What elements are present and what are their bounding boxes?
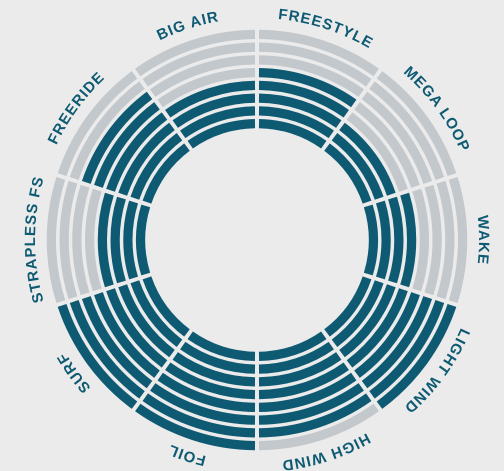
rating-ring bbox=[361, 296, 433, 389]
rating-ring bbox=[57, 303, 138, 409]
track-ring bbox=[57, 71, 138, 177]
segment bbox=[135, 331, 256, 451]
track-ring bbox=[59, 180, 78, 300]
track-ring bbox=[157, 68, 256, 108]
rating-ring bbox=[172, 93, 256, 128]
rating-ring bbox=[324, 276, 372, 337]
rating-ring bbox=[354, 292, 420, 378]
rating-ring bbox=[123, 200, 139, 280]
track-ring bbox=[142, 42, 256, 87]
rating-ring bbox=[165, 362, 256, 400]
rating-ring bbox=[69, 300, 145, 399]
rating-ring bbox=[258, 352, 342, 387]
rating-ring bbox=[258, 106, 334, 139]
rating-ring bbox=[106, 112, 168, 192]
rating-ring bbox=[258, 383, 364, 425]
rating-ring bbox=[324, 143, 372, 204]
rating-ring bbox=[130, 280, 183, 347]
rating-ring bbox=[106, 288, 168, 368]
segment bbox=[57, 71, 190, 204]
rating-ring bbox=[110, 196, 126, 284]
track-ring bbox=[69, 81, 145, 180]
rating-ring bbox=[258, 93, 342, 128]
segment bbox=[324, 71, 457, 204]
track-ring bbox=[376, 71, 457, 177]
track-ring bbox=[150, 55, 256, 97]
rating-ring bbox=[258, 393, 372, 438]
category-label: WAKE bbox=[474, 215, 492, 266]
rating-ring bbox=[150, 383, 256, 425]
rating-ring bbox=[187, 119, 256, 149]
rating-ring bbox=[157, 372, 256, 412]
track-ring bbox=[258, 29, 379, 77]
rating-ring bbox=[165, 80, 256, 118]
rating-ring bbox=[339, 284, 396, 358]
track-ring bbox=[369, 81, 445, 180]
rating-ring bbox=[142, 276, 190, 337]
rating-ring bbox=[258, 80, 349, 118]
rating-ring bbox=[135, 403, 256, 451]
rating-ring bbox=[81, 91, 153, 184]
rating-ring bbox=[118, 284, 175, 358]
segment bbox=[258, 29, 379, 149]
rating-ring bbox=[331, 133, 384, 200]
rating-ring bbox=[142, 393, 256, 438]
category-label-text: WAKE bbox=[474, 215, 491, 266]
rating-ring bbox=[363, 204, 378, 276]
track-ring bbox=[135, 29, 256, 77]
rating-ring bbox=[258, 68, 357, 108]
rating-ring bbox=[258, 362, 349, 400]
track-ring bbox=[354, 102, 420, 188]
rating-ring bbox=[118, 122, 175, 196]
track-ring bbox=[258, 403, 379, 451]
rating-ring bbox=[400, 192, 417, 288]
rating-ring bbox=[388, 196, 404, 284]
rating-ring bbox=[94, 292, 160, 378]
rating-ring bbox=[258, 372, 357, 412]
track-ring bbox=[258, 42, 372, 87]
rating-ring bbox=[376, 303, 457, 409]
rating-ring bbox=[97, 192, 114, 288]
track-ring bbox=[436, 180, 455, 300]
rating-ring bbox=[187, 331, 256, 361]
segment bbox=[57, 276, 190, 409]
rating-ring bbox=[258, 341, 334, 374]
segment bbox=[324, 276, 457, 409]
rating-ring bbox=[258, 331, 327, 361]
track-ring bbox=[448, 176, 468, 304]
segment bbox=[258, 331, 379, 451]
rating-ring bbox=[346, 288, 408, 368]
segment bbox=[46, 176, 151, 304]
rating-ring bbox=[258, 119, 327, 149]
rating-ring bbox=[339, 122, 396, 196]
track-ring bbox=[85, 188, 102, 292]
track-ring bbox=[258, 55, 364, 97]
rating-ring bbox=[331, 280, 384, 347]
rating-ring bbox=[130, 133, 183, 200]
segment bbox=[135, 29, 256, 149]
track-ring bbox=[361, 91, 433, 184]
track-ring bbox=[424, 184, 442, 296]
track-ring bbox=[412, 188, 429, 292]
rating-ring bbox=[180, 341, 256, 374]
rating-ring bbox=[81, 296, 153, 389]
rating-ring bbox=[142, 143, 190, 204]
track-ring bbox=[46, 176, 66, 304]
rating-ring bbox=[180, 106, 256, 139]
rating-ring bbox=[94, 102, 160, 188]
segment bbox=[363, 176, 468, 304]
rating-ring bbox=[136, 204, 151, 276]
rating-ring bbox=[375, 200, 391, 280]
rating-ring bbox=[369, 300, 445, 399]
rating-ring bbox=[172, 352, 256, 387]
track-ring bbox=[72, 184, 90, 296]
track-ring bbox=[346, 112, 408, 192]
